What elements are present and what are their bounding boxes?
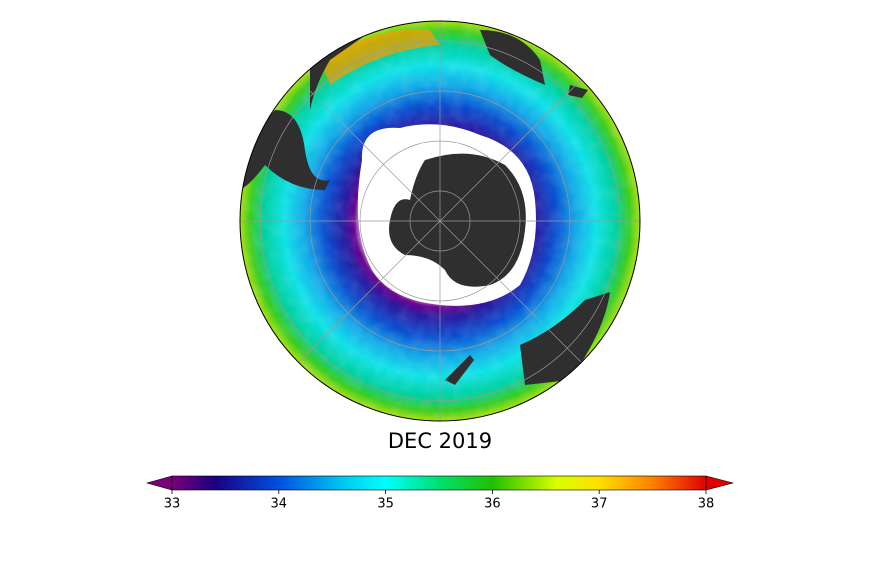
colorbar-tick-label: 35 xyxy=(377,497,394,512)
map-title: DEC 2019 xyxy=(388,429,492,453)
map-border xyxy=(239,20,641,422)
antarctica xyxy=(389,153,526,287)
colorbar xyxy=(145,475,735,491)
colorbar-extend-low xyxy=(145,475,173,491)
south-america xyxy=(240,110,330,190)
colorbar-tick-label: 36 xyxy=(484,497,501,512)
colorbar-tick-label: 33 xyxy=(164,497,181,512)
colorbar-body xyxy=(171,475,707,491)
map xyxy=(240,21,640,421)
colorbar-tick-label: 37 xyxy=(591,497,608,512)
graticule xyxy=(240,21,640,421)
africa xyxy=(480,30,545,85)
colorbar-tick-label: 34 xyxy=(271,497,288,512)
australia xyxy=(520,292,610,385)
colorbar-extend-high xyxy=(705,475,735,491)
new-zealand xyxy=(445,355,474,385)
colorbar-tick-label: 38 xyxy=(698,497,715,512)
